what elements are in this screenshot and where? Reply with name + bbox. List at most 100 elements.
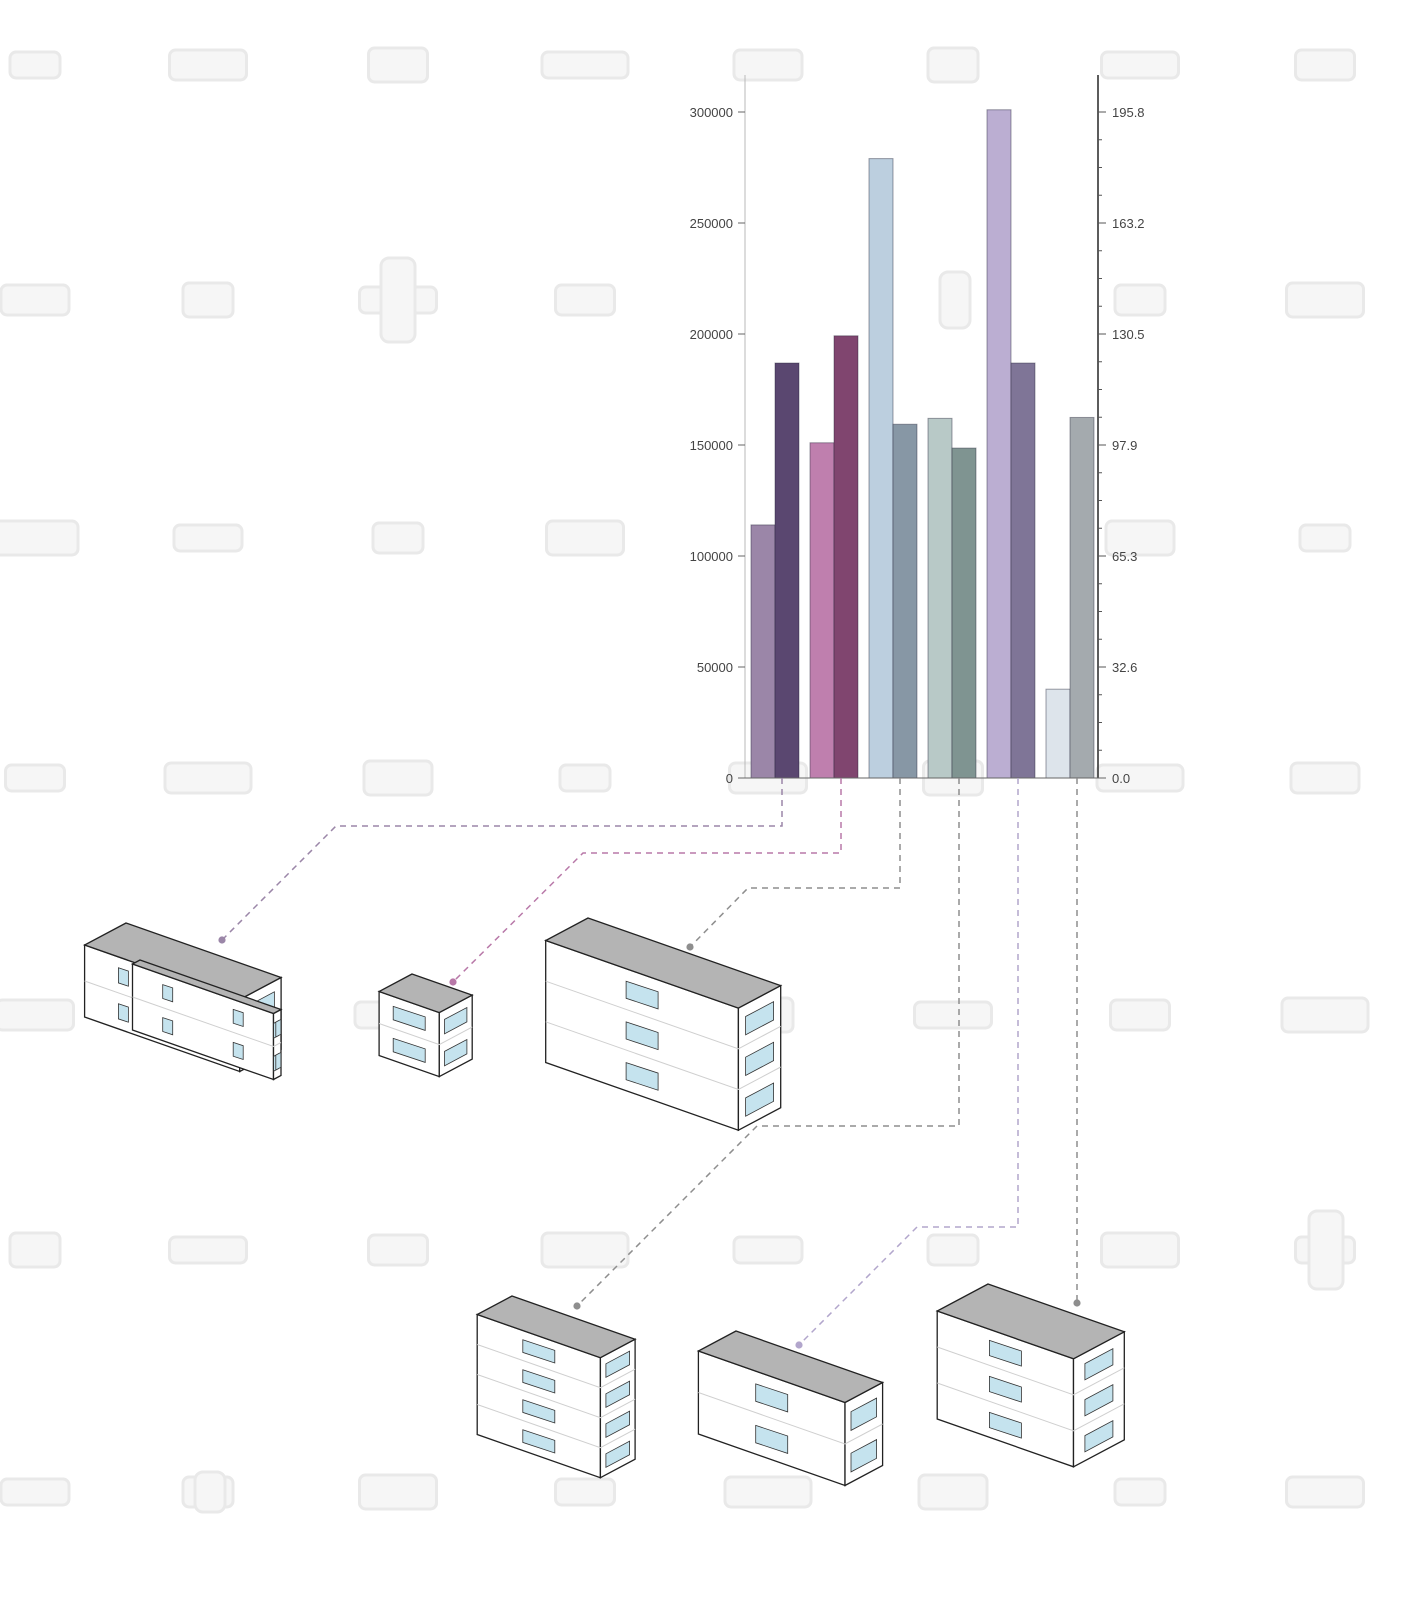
background-footprint (181, 281, 235, 319)
background-footprint (1100, 1231, 1180, 1269)
connector-dot-1 (218, 936, 226, 944)
background-footprint (367, 46, 429, 84)
window (1084, 1348, 1114, 1381)
building-roof (130, 959, 283, 1015)
building-roof (696, 1330, 885, 1404)
window (989, 1375, 1022, 1403)
building-model-5 (696, 1330, 885, 1487)
background-footprint (379, 256, 417, 344)
window (162, 1017, 174, 1036)
right-tick-label: 163.2 (1112, 216, 1145, 231)
background-footprint (926, 1233, 980, 1267)
window (522, 1339, 556, 1364)
background-footprint (0, 519, 80, 557)
building-model-1 (82, 922, 283, 1081)
building-roof (475, 1295, 637, 1359)
connector-dot-4 (573, 1302, 581, 1310)
right-tick-label: 32.6 (1112, 660, 1137, 675)
background-footprint (168, 1235, 248, 1265)
background-footprint (926, 46, 980, 84)
window (232, 1008, 244, 1028)
bars (738, 109, 1106, 779)
window (118, 1003, 129, 1023)
bar-left-series-5 (986, 109, 1012, 779)
window (522, 1429, 556, 1454)
background-footprint (1285, 281, 1365, 319)
left-tick-label: 150000 (690, 438, 733, 453)
background-footprint (1280, 996, 1370, 1034)
connector-dot-3 (686, 943, 694, 951)
window (755, 1424, 789, 1454)
connector-line-5 (798, 778, 1019, 1346)
background-footprint (1285, 1475, 1365, 1509)
background-footprint (1095, 763, 1185, 793)
background-footprint (1109, 998, 1171, 1032)
background-footprint (367, 1233, 429, 1267)
background-footprint (540, 50, 630, 80)
background-footprint (0, 1477, 71, 1507)
background-footprint (1104, 519, 1176, 557)
window (605, 1380, 630, 1408)
bar-right-series-2 (833, 335, 859, 779)
window (745, 1001, 774, 1036)
building-model-6 (935, 1283, 1126, 1468)
background-footprint (0, 283, 71, 317)
floor-line (477, 1374, 636, 1419)
right-tick-label: 130.5 (1112, 327, 1145, 342)
background-footprint (1289, 761, 1361, 795)
floor-line (937, 1382, 1125, 1432)
window (444, 1006, 468, 1035)
bar-left-series-4 (927, 417, 953, 779)
bar-right-series-4 (951, 447, 977, 779)
floor-line (477, 1404, 636, 1449)
window (162, 984, 174, 1003)
window (392, 1037, 426, 1063)
connector-line-2 (452, 778, 842, 983)
bar-left-series-6 (1045, 688, 1071, 779)
bar-left-series-1 (750, 524, 776, 779)
bar-chart: 0 50000 100000 150000 200000 250000 300000 0.0… (690, 75, 1145, 786)
background-footprint (913, 1000, 993, 1030)
background-footprint (193, 1470, 227, 1514)
background-footprint (545, 519, 625, 557)
floor-line (545, 1021, 781, 1091)
background-building-footprints (0, 46, 1370, 1514)
background-footprint (8, 1231, 62, 1269)
window (625, 980, 659, 1010)
building-model-2 (377, 973, 474, 1078)
bar-left-series-3 (868, 158, 894, 779)
window (989, 1411, 1022, 1439)
background-footprint (358, 1473, 438, 1511)
bar-right-series-6 (1069, 416, 1095, 779)
bar-right-series-3 (892, 423, 918, 779)
building-model-3 (544, 917, 783, 1132)
background-footprint (4, 763, 66, 793)
window (605, 1440, 630, 1468)
building-roof (544, 917, 783, 1009)
window (605, 1410, 630, 1438)
window (118, 967, 129, 987)
left-tick-label: 100000 (690, 549, 733, 564)
background-footprint (1298, 523, 1352, 553)
window (522, 1399, 556, 1424)
background-footprint (938, 270, 972, 330)
bar-right-series-1 (774, 362, 800, 779)
window (625, 1062, 659, 1091)
right-tick-label: 0.0 (1112, 771, 1130, 786)
left-tick-label: 200000 (690, 327, 733, 342)
background-footprint (554, 1477, 616, 1507)
connector-dot-5 (795, 1341, 803, 1349)
bar-right-series-5 (1010, 362, 1036, 779)
connector-dot-6 (1073, 1299, 1081, 1307)
left-tick-label: 300000 (690, 105, 733, 120)
window (444, 1038, 468, 1067)
floor-line (545, 980, 781, 1050)
background-footprint (168, 48, 248, 82)
window (232, 1041, 244, 1061)
window (275, 1051, 282, 1071)
building-models (82, 917, 1126, 1487)
background-footprint (362, 759, 434, 797)
background-footprint (554, 283, 616, 317)
right-tick-label: 97.9 (1112, 438, 1137, 453)
